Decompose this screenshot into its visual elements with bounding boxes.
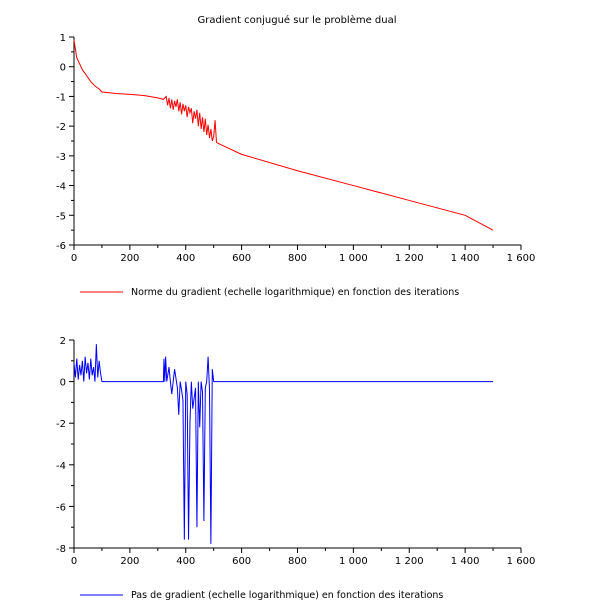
- y-tick-label: -8: [56, 544, 66, 555]
- x-tick-label: 1 000: [339, 556, 368, 567]
- x-tick-label: 0: [71, 253, 77, 264]
- x-tick-label: 1 600: [507, 253, 536, 264]
- y-tick-label: 0: [60, 378, 66, 389]
- x-tick-label: 1 400: [451, 556, 480, 567]
- y-tick-label: -2: [56, 419, 66, 430]
- x-tick-label: 600: [232, 556, 251, 567]
- x-tick-label: 600: [232, 253, 251, 264]
- legend-label-gradient-norm: Norme du gradient (echelle logarithmique…: [131, 287, 459, 298]
- x-tick-label: 1 000: [339, 253, 368, 264]
- x-tick-label: 200: [120, 556, 139, 567]
- legend-gradient-norm: Norme du gradient (echelle logarithmique…: [80, 287, 459, 298]
- x-tick-label: 0: [71, 556, 77, 567]
- x-tick-label: 200: [120, 253, 139, 264]
- y-tick-label: -1: [56, 92, 66, 103]
- x-tick-label: 1 400: [451, 253, 480, 264]
- legend-label-gradient-step: Pas de gradient (echelle logarithmique) …: [131, 590, 443, 601]
- series-line-gradient-step: [73, 344, 494, 544]
- y-tick-label: -6: [56, 241, 66, 252]
- plot-gradient-norm: 0 200 400 600 800 1 000 1 200 1 400 1 600 1 0 -1 -2 -…: [56, 33, 535, 264]
- y-tick-label: -4: [56, 461, 66, 472]
- x-tick-label: 1 200: [395, 556, 424, 567]
- y-tick-label: -6: [56, 502, 66, 513]
- series-line-gradient-norm: [73, 39, 494, 231]
- x-tick-label: 800: [288, 556, 307, 567]
- y-tick-label: 0: [60, 63, 66, 74]
- figure-title: Gradient conjugué sur le problème dual: [197, 14, 396, 26]
- y-tick-label: -2: [56, 122, 66, 133]
- plot-gradient-step: 0 200 400 600 800 1 000 1 200 1 400 1 600 2 0 -2 -4 -…: [56, 336, 535, 567]
- x-tick-label: 400: [176, 556, 195, 567]
- y-tick-label: 1: [60, 33, 66, 44]
- y-tick-label: 2: [60, 336, 66, 347]
- x-tick-label: 800: [288, 253, 307, 264]
- y-tick-label: -4: [56, 182, 66, 193]
- y-tick-label: -3: [56, 152, 66, 163]
- y-tick-label: -5: [56, 211, 66, 222]
- x-tick-label: 1 200: [395, 253, 424, 264]
- x-tick-label: 400: [176, 253, 195, 264]
- legend-gradient-step: Pas de gradient (echelle logarithmique) …: [80, 590, 443, 601]
- x-tick-label: 1 600: [507, 556, 536, 567]
